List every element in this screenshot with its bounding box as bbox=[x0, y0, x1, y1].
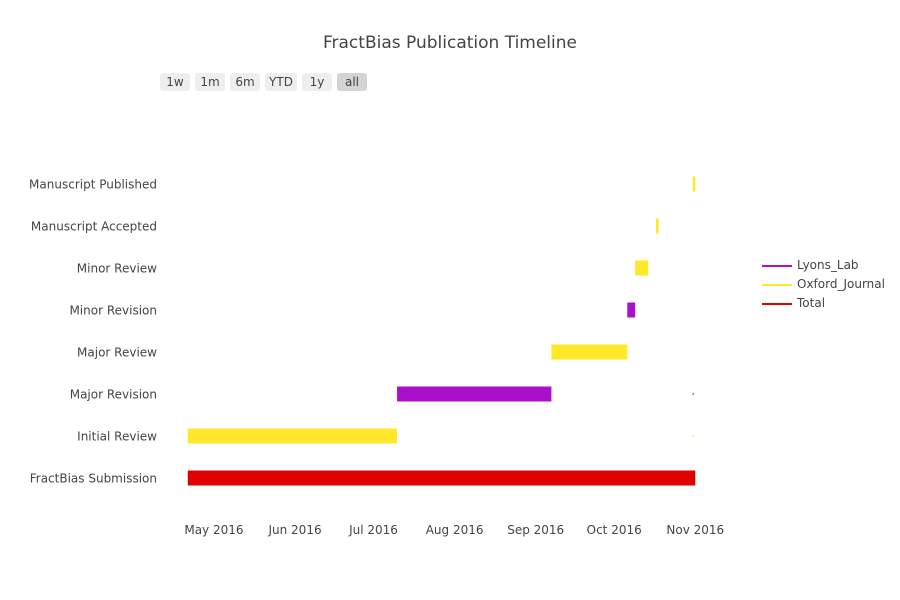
y-tick-label: Manuscript Published bbox=[29, 178, 157, 192]
x-tick-label: Oct 2016 bbox=[587, 523, 642, 537]
range-button-ytd[interactable]: YTD bbox=[265, 73, 297, 91]
gantt-bar[interactable] bbox=[635, 260, 649, 276]
legend-item-oxford-journal[interactable]: Oxford_Journal bbox=[762, 276, 892, 295]
y-tick-label: FractBias Submission bbox=[30, 472, 157, 486]
gantt-bar[interactable] bbox=[187, 470, 696, 486]
x-tick-label: Nov 2016 bbox=[666, 523, 724, 537]
x-tick-label: Sep 2016 bbox=[507, 523, 564, 537]
gantt-bar[interactable] bbox=[397, 386, 552, 402]
legend-item-lyons-lab[interactable]: Lyons_Lab bbox=[762, 257, 892, 276]
gantt-bar[interactable] bbox=[551, 344, 628, 360]
range-button-1m[interactable]: 1m bbox=[195, 73, 225, 91]
range-button-6m[interactable]: 6m bbox=[230, 73, 260, 91]
legend-swatch bbox=[762, 284, 792, 286]
legend-swatch bbox=[762, 303, 792, 305]
chart-title: FractBias Publication Timeline bbox=[322, 33, 577, 53]
gantt-bar[interactable] bbox=[627, 302, 636, 318]
x-tick-label: May 2016 bbox=[184, 523, 243, 537]
gantt-bars bbox=[187, 176, 696, 486]
gantt-bar[interactable] bbox=[187, 428, 398, 444]
legend-swatch bbox=[762, 265, 792, 267]
y-tick-label: Major Review bbox=[77, 346, 157, 360]
x-axis-tick-labels: May 2016 Jun 2016 Jul 2016 Aug 2016 Sep 2016… bbox=[184, 523, 724, 537]
y-tick-label: Major Revision bbox=[70, 388, 157, 402]
y-tick-label: Manuscript Accepted bbox=[31, 220, 157, 234]
legend-label: Oxford_Journal bbox=[797, 277, 885, 291]
legend-label: Lyons_Lab bbox=[797, 258, 859, 272]
x-tick-label: Jul 2016 bbox=[348, 523, 398, 537]
y-axis-labels: FractBias Submission Initial Review Major … bbox=[29, 178, 157, 486]
range-button-all[interactable]: all bbox=[337, 73, 367, 91]
legend-label: Total bbox=[797, 296, 826, 310]
y-tick-label: Minor Review bbox=[77, 262, 157, 276]
x-tick-label: Jun 2016 bbox=[267, 523, 321, 537]
x-tick-label: Aug 2016 bbox=[426, 523, 484, 537]
range-button-1y[interactable]: 1y bbox=[302, 73, 332, 91]
gantt-bar[interactable] bbox=[692, 176, 696, 192]
legend-item-total[interactable]: Total bbox=[762, 295, 892, 314]
gantt-bar[interactable] bbox=[656, 218, 659, 234]
range-button-1w[interactable]: 1w bbox=[160, 73, 190, 91]
gantt-bar[interactable] bbox=[692, 435, 694, 437]
y-tick-label: Minor Revision bbox=[69, 304, 157, 318]
y-tick-label: Initial Review bbox=[77, 430, 157, 444]
gantt-bar[interactable] bbox=[692, 393, 694, 395]
